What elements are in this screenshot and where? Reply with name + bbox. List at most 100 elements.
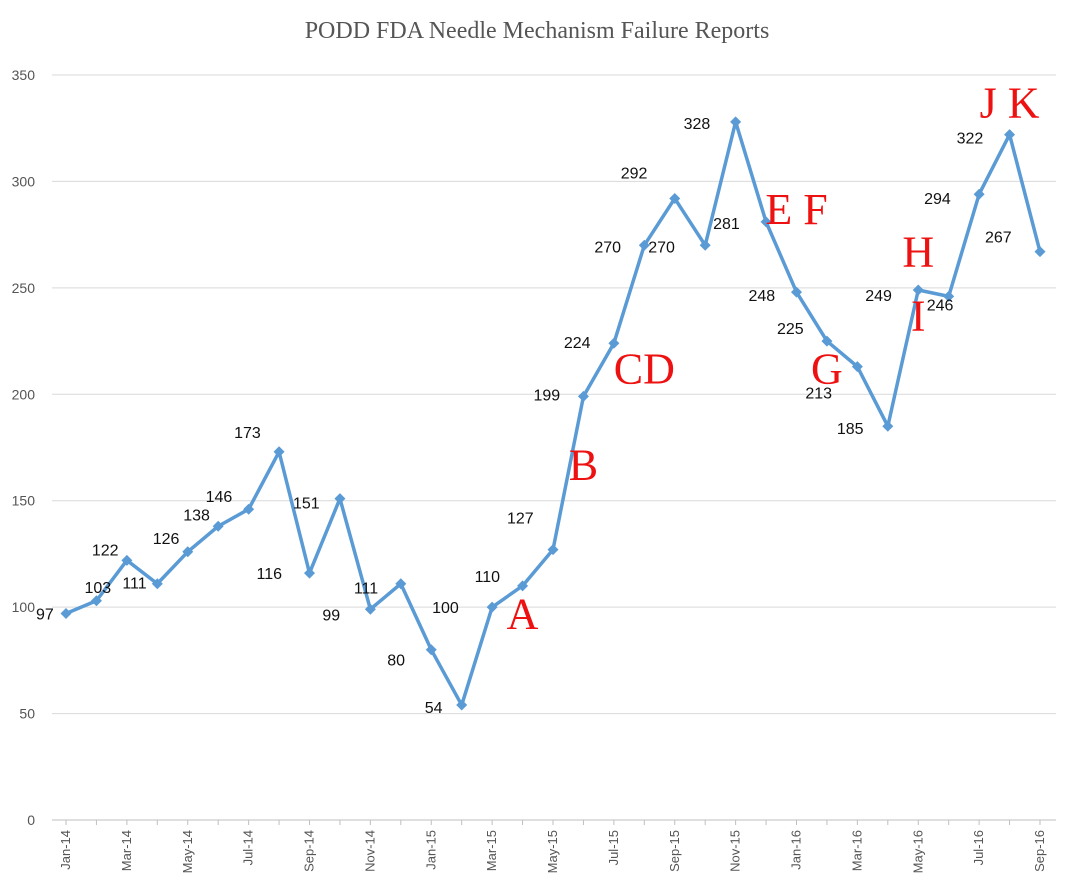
annotation-label: B [569,440,598,489]
data-point [973,188,985,200]
data-point [364,603,376,615]
data-point [151,578,163,590]
data-point [243,503,255,515]
data-label: 173 [234,425,261,442]
x-tick-label: Nov-15 [728,830,743,872]
data-label: 249 [865,288,892,305]
data-label: 97 [36,607,54,624]
data-point [638,239,650,251]
data-label: 294 [924,191,951,208]
data-label: 151 [293,496,320,513]
data-label: 116 [257,566,283,583]
x-tick-label: Jan-16 [789,830,804,870]
data-point [669,192,681,204]
annotation-label: E F [765,185,827,234]
y-tick-label: 250 [12,280,36,296]
data-label: 146 [206,489,233,506]
series [60,116,1046,711]
data-label: 270 [648,239,675,256]
data-point [1034,246,1046,258]
annotation-label: I [911,291,926,340]
data-point [730,116,742,128]
data-point [60,608,72,620]
data-label: 322 [957,131,984,148]
chart-title: PODD FDA Needle Mechanism Failure Report… [305,18,770,44]
x-tick-label: May-14 [180,830,195,873]
x-tick-label: Sep-15 [667,830,682,872]
x-tick-label: Jul-14 [241,830,256,865]
data-label: 126 [153,531,180,548]
data-point [334,493,346,505]
annotation-label: J K [980,79,1040,128]
data-point [1004,129,1016,141]
data-point [547,544,559,556]
data-label: 99 [322,607,340,624]
data-label: 328 [684,116,711,133]
annotation-label: CD [614,345,675,394]
data-point [577,390,589,402]
x-tick-label: Nov-14 [362,830,377,872]
data-label: 267 [985,230,1012,247]
data-label: 270 [594,239,621,256]
x-tick-label: Mar-15 [484,830,499,871]
x-tick-label: Jul-16 [971,830,986,865]
data-point [882,420,894,432]
x-axis-ticks: Jan-14 Mar-14 May-14 Jul-14 Sep-14 Nov-14 Jan-… [58,820,1047,873]
data-point [699,239,711,251]
x-tick-label: May-16 [910,830,925,873]
data-label: 213 [805,386,832,403]
data-label: 185 [837,421,864,438]
data-point [517,580,529,592]
data-label: 110 [475,569,501,586]
data-label: 80 [387,653,405,670]
x-tick-label: Jan-15 [423,830,438,870]
data-label: 100 [432,600,459,617]
data-point [90,595,102,607]
annotation-label: H [902,228,934,277]
x-tick-label: Mar-14 [119,830,134,871]
data-point [851,361,863,373]
data-point [182,546,194,558]
data-labels: 9710312211112613814617311615199111805410… [36,116,1012,717]
data-label: 246 [927,297,954,314]
y-tick-label: 300 [12,173,36,189]
data-point [212,520,224,532]
data-point [395,578,407,590]
data-point [912,284,924,296]
x-tick-label: Jul-15 [606,830,621,865]
data-label: 225 [777,321,804,338]
data-label: 248 [749,288,776,305]
data-label: 224 [564,335,591,352]
y-tick-label: 100 [12,599,36,615]
x-tick-label: May-15 [545,830,560,873]
data-label: 103 [84,580,111,597]
data-point [425,644,437,656]
x-tick-label: Sep-14 [302,830,317,872]
data-label: 54 [425,700,443,717]
data-point [943,290,955,302]
annotation-label: G [811,345,843,394]
x-tick-label: Jan-14 [58,830,73,870]
data-point [486,601,498,613]
data-point [821,335,833,347]
series-line [65,120,1042,707]
data-label: 292 [621,165,648,182]
data-point [791,286,802,298]
y-tick-label: 0 [27,812,35,828]
data-point [304,567,315,579]
data-point [760,216,772,228]
x-tick-label: Sep-16 [1032,830,1047,872]
data-label: 281 [713,216,740,233]
data-label: 111 [354,581,378,598]
data-point [608,337,620,349]
y-tick-label: 200 [12,386,36,402]
data-point [456,699,468,711]
y-tick-label: 50 [19,706,35,722]
data-label: 127 [507,511,534,528]
y-axis-ticks: 0 50 100 150 200 250 300 350 [12,67,36,828]
data-point [121,554,133,566]
data-label: 111 [122,576,146,593]
y-tick-label: 150 [12,493,36,509]
grid-lines [52,74,1056,821]
